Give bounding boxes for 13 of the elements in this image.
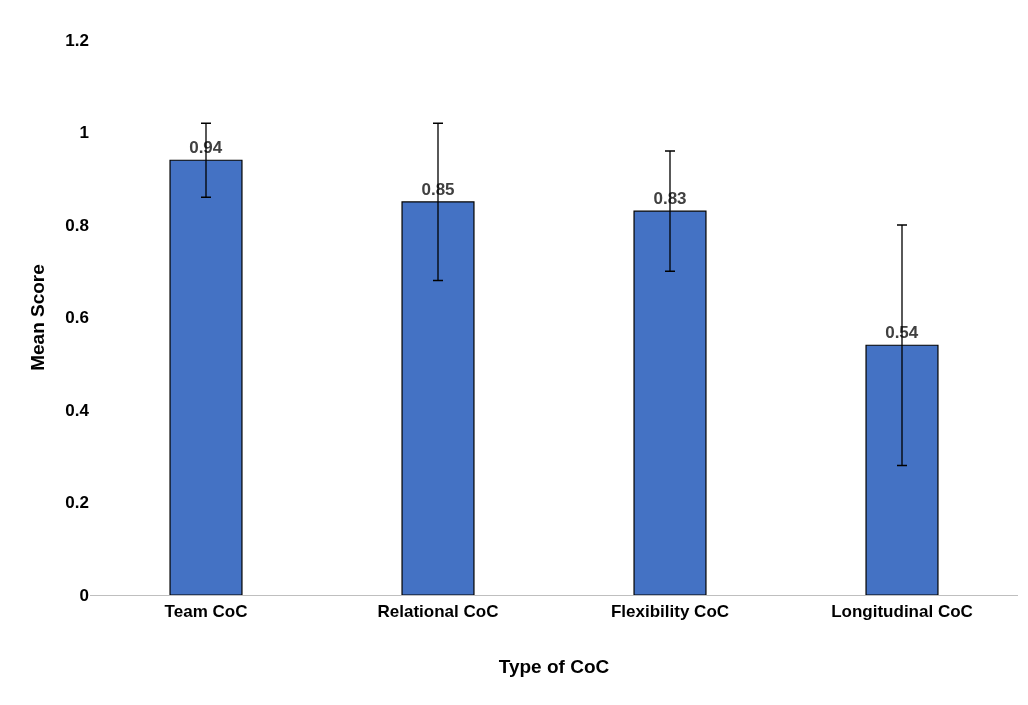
x-tick-label: Longitudinal CoC: [831, 601, 973, 621]
x-tick-label: Relational CoC: [377, 601, 499, 621]
x-tick-label: Flexibility CoC: [610, 601, 730, 621]
y-tick-label: 1: [79, 123, 89, 143]
y-tick-label: 0.2: [65, 493, 89, 513]
y-tick-label: 1.2: [65, 30, 89, 50]
y-tick-label: 0.4: [65, 400, 90, 420]
x-tick-label: Team CoC: [164, 601, 248, 621]
y-tick-label: 0.8: [65, 215, 89, 235]
y-tick-label: 0.6: [65, 308, 89, 328]
y-axis-title: Mean Score: [27, 264, 49, 371]
y-tick-label: 0: [79, 585, 89, 605]
x-axis-title: Type of CoC: [498, 656, 610, 678]
